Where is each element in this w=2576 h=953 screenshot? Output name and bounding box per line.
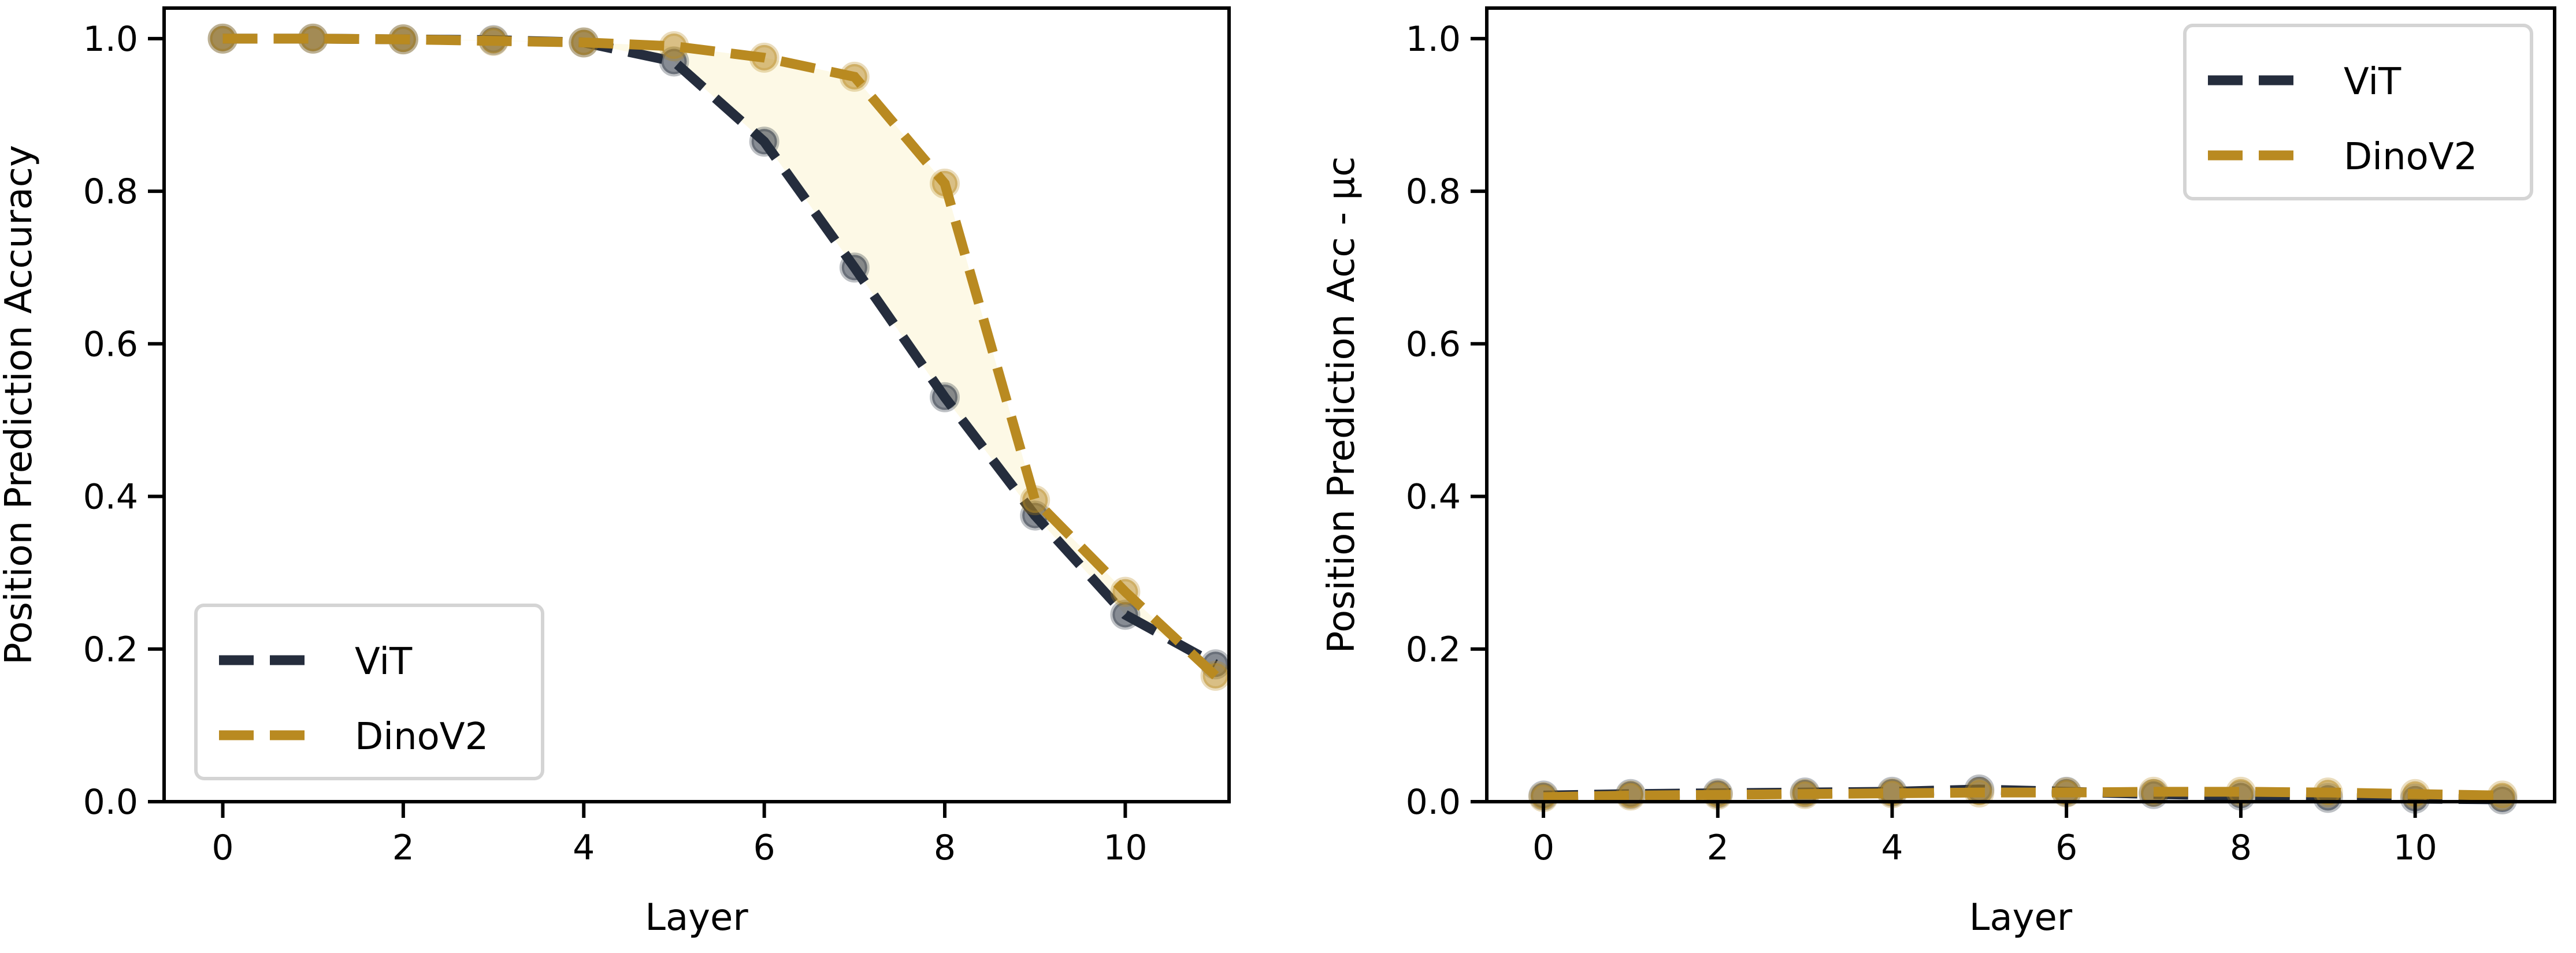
x-tick-label: 8: [934, 828, 956, 868]
data-point-ViT: [930, 382, 960, 412]
axes-frame: [162, 6, 1231, 803]
y-tick-label: 1.0: [83, 19, 138, 59]
data-point-ViT: [839, 252, 870, 283]
data-point-DinoV2: [569, 27, 599, 58]
legend-label: ViT: [355, 641, 413, 683]
subplot-1: 0 2 4 6 8 10 0.0 0.2 0.4 0.6 0.8 1.0 Layer Position P…: [1320, 6, 2556, 939]
data-point-DinoV2: [1020, 485, 1051, 516]
legend: ViT DinoV2: [194, 604, 544, 780]
data-point-DinoV2: [749, 42, 780, 73]
y-tick-label: 0.8: [83, 172, 138, 212]
y-axis-label: Position Prediction Acc - μc: [1320, 157, 1363, 654]
subplot-0: 0 2 4 6 8 10 0.0 0.2 0.4 0.6 0.8 1.0 Layer Position P…: [0, 6, 1231, 939]
x-tick-label: 4: [1881, 828, 1903, 868]
data-point-DinoV2: [930, 168, 960, 199]
data-point-DinoV2: [1964, 777, 1995, 808]
data-point-DinoV2: [2313, 777, 2343, 808]
data-point-DinoV2: [207, 23, 238, 54]
x-axis-label: Layer: [645, 896, 748, 939]
data-point-DinoV2: [2487, 780, 2518, 811]
x-tick-label: 6: [2055, 828, 2077, 868]
data-point-DinoV2: [478, 25, 509, 56]
y-tick-label: 0.2: [1406, 630, 1461, 670]
x-tick-label: 2: [392, 828, 414, 868]
y-tick-label: 0.4: [83, 477, 138, 518]
y-tick-label: 0.6: [1406, 324, 1461, 364]
data-point-DinoV2: [298, 23, 328, 54]
legend-label: ViT: [2344, 61, 2401, 103]
data-point-DinoV2: [2139, 776, 2169, 807]
data-point-DinoV2: [1615, 780, 1646, 811]
x-tick-label: 10: [2393, 828, 2437, 868]
x-tick-label: 0: [211, 828, 233, 868]
data-point-DinoV2: [1110, 576, 1141, 607]
y-tick-label: 0.8: [1406, 172, 1461, 212]
y-tick-label: 0.2: [83, 630, 138, 670]
legend: ViT DinoV2: [2183, 24, 2533, 200]
series-line-DinoV2: [222, 33, 1219, 680]
data-point-DinoV2: [839, 61, 870, 92]
y-tick-label: 0.0: [83, 782, 138, 822]
x-tick-label: 2: [1707, 828, 1729, 868]
fill-between-area: [222, 38, 1216, 676]
legend-label: DinoV2: [355, 716, 488, 758]
y-tick-label: 0.6: [83, 324, 138, 364]
y-tick-label: 0.4: [1406, 477, 1461, 518]
data-point-DinoV2: [1200, 661, 1231, 691]
data-point-DinoV2: [659, 31, 689, 62]
x-tick-label: 4: [573, 828, 595, 868]
x-axis-label: Layer: [1969, 896, 2073, 939]
y-tick-label: 0.0: [1406, 782, 1461, 822]
series-line-ViT: [222, 33, 1218, 669]
y-tick-label: 1.0: [1406, 19, 1461, 59]
data-point-ViT: [749, 126, 780, 157]
legend-label: DinoV2: [2344, 136, 2477, 178]
y-axis-label: Position Prediction Accuracy: [0, 145, 40, 665]
x-tick-label: 6: [754, 828, 775, 868]
x-tick-label: 0: [1532, 828, 1554, 868]
x-tick-label: 10: [1103, 828, 1147, 868]
axes-frame: [1485, 6, 2556, 803]
x-tick-label: 8: [2230, 828, 2252, 868]
series-line-DinoV2: [1543, 787, 2503, 802]
data-point-DinoV2: [388, 24, 418, 55]
